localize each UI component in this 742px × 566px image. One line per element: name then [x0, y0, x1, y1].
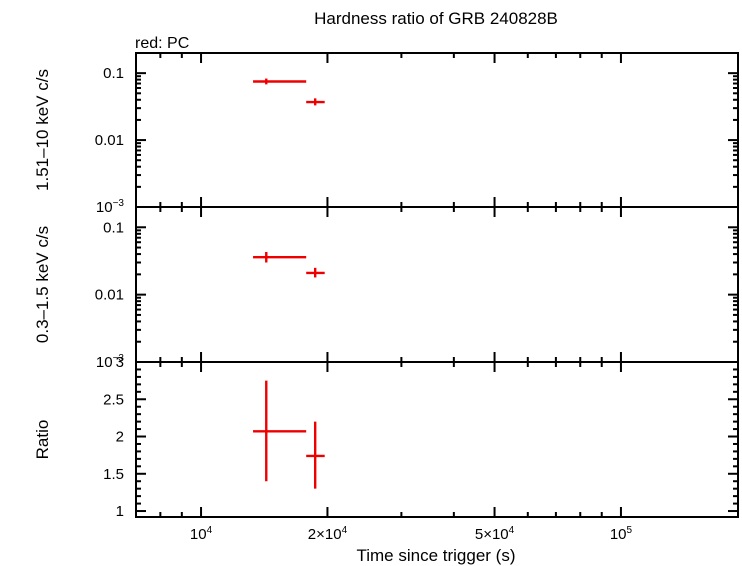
data-point — [253, 251, 307, 263]
y-tick-label: 0.01 — [95, 132, 124, 149]
chart-title: Hardness ratio of GRB 240828B — [314, 9, 558, 28]
y-tick-label: 0.01 — [95, 287, 124, 304]
panel-frame — [135, 206, 739, 363]
y-tick-label: 3 — [116, 354, 124, 371]
y-axis-label-soft: 0.3–1.5 keV c/s — [33, 226, 52, 343]
x-tick-label: 104 — [190, 525, 213, 543]
y-tick-label: 1.5 — [103, 466, 124, 483]
panel-hard: 0.1 0.01 10−3 1.51–10 keV c/s — [33, 52, 739, 216]
y-tick-label: 10−3 — [96, 353, 125, 371]
panel-soft: 0.1 0.01 10−3 0.3–1.5 keV c/s — [33, 206, 739, 371]
data-point — [306, 98, 325, 106]
y-tick-label: 10−3 — [96, 198, 125, 216]
y-tick-label: 0.1 — [103, 65, 124, 82]
x-tick-label: 105 — [610, 525, 633, 543]
y-tick-label: 2 — [116, 429, 124, 446]
y-axis-label-hard: 1.51–10 keV c/s — [33, 69, 52, 191]
y-tick-label: 0.1 — [103, 219, 124, 236]
chart-subtitle: red: PC — [135, 35, 189, 52]
x-tick-label: 2×104 — [308, 525, 348, 543]
y-axis-label-ratio: Ratio — [33, 420, 52, 460]
data-point — [253, 78, 307, 85]
panel-frame — [135, 361, 739, 518]
data-point — [253, 380, 307, 482]
data-point — [306, 421, 325, 489]
data-point — [306, 267, 325, 278]
x-tick-label: 5×104 — [475, 525, 515, 543]
y-tick-label: 1 — [116, 503, 124, 520]
panel-ratio: 1 1.5 2 2.5 3 Ratio — [33, 354, 739, 520]
x-axis-label: Time since trigger (s) — [356, 546, 515, 565]
panel-frame — [135, 52, 739, 208]
y-tick-label: 2.5 — [103, 391, 124, 408]
